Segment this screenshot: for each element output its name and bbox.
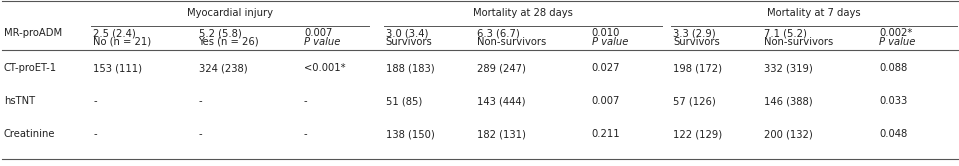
Text: Yes (n = 26): Yes (n = 26) [199, 37, 259, 46]
Text: 6.3 (6.7): 6.3 (6.7) [477, 28, 520, 38]
Text: 188 (183): 188 (183) [386, 63, 434, 73]
Text: Non-survivors: Non-survivors [764, 37, 833, 46]
Text: 51 (85): 51 (85) [386, 96, 422, 106]
Text: 0.211: 0.211 [592, 129, 620, 139]
Text: -: - [93, 96, 97, 106]
Text: 2.5 (2.4): 2.5 (2.4) [93, 28, 136, 38]
Text: CT-proET-1: CT-proET-1 [4, 63, 57, 73]
Text: hsTNT: hsTNT [4, 96, 35, 106]
Text: 0.027: 0.027 [592, 63, 620, 73]
Text: -: - [93, 129, 97, 139]
Text: 122 (129): 122 (129) [673, 129, 722, 139]
Text: -: - [304, 96, 308, 106]
Text: -: - [199, 129, 202, 139]
Text: 5.2 (5.8): 5.2 (5.8) [199, 28, 242, 38]
Text: 0.007: 0.007 [592, 96, 620, 106]
Text: 324 (238): 324 (238) [199, 63, 247, 73]
Text: 0.007: 0.007 [304, 28, 333, 38]
Text: Creatinine: Creatinine [4, 129, 56, 139]
Text: Myocardial injury: Myocardial injury [187, 8, 273, 18]
Text: 200 (132): 200 (132) [764, 129, 813, 139]
Text: 143 (444): 143 (444) [477, 96, 526, 106]
Text: 3.0 (3.4): 3.0 (3.4) [386, 28, 428, 38]
Text: Mortality at 7 days: Mortality at 7 days [767, 8, 861, 18]
Text: Non-survivors: Non-survivors [477, 37, 546, 46]
Text: 0.002*: 0.002* [879, 28, 913, 38]
Text: 0.033: 0.033 [879, 96, 907, 106]
Text: 146 (388): 146 (388) [764, 96, 813, 106]
Text: 198 (172): 198 (172) [673, 63, 722, 73]
Text: P value: P value [304, 37, 340, 46]
Text: 153 (111): 153 (111) [93, 63, 142, 73]
Text: 0.048: 0.048 [879, 129, 907, 139]
Text: 138 (150): 138 (150) [386, 129, 434, 139]
Text: 57 (126): 57 (126) [673, 96, 716, 106]
Text: -: - [304, 129, 308, 139]
Text: 332 (319): 332 (319) [764, 63, 813, 73]
Text: 0.010: 0.010 [592, 28, 620, 38]
Text: 182 (131): 182 (131) [477, 129, 526, 139]
Text: Survivors: Survivors [673, 37, 720, 46]
Text: 0.088: 0.088 [879, 63, 907, 73]
Text: 7.1 (5.2): 7.1 (5.2) [764, 28, 807, 38]
Text: <0.001*: <0.001* [304, 63, 345, 73]
Text: 289 (247): 289 (247) [477, 63, 526, 73]
Text: Survivors: Survivors [386, 37, 433, 46]
Text: No (n = 21): No (n = 21) [93, 37, 152, 46]
Text: MR-proADM: MR-proADM [4, 28, 62, 38]
Text: P value: P value [592, 37, 628, 46]
Text: Mortality at 28 days: Mortality at 28 days [473, 8, 573, 18]
Text: 3.3 (2.9): 3.3 (2.9) [673, 28, 715, 38]
Text: -: - [199, 96, 202, 106]
Text: P value: P value [879, 37, 916, 46]
